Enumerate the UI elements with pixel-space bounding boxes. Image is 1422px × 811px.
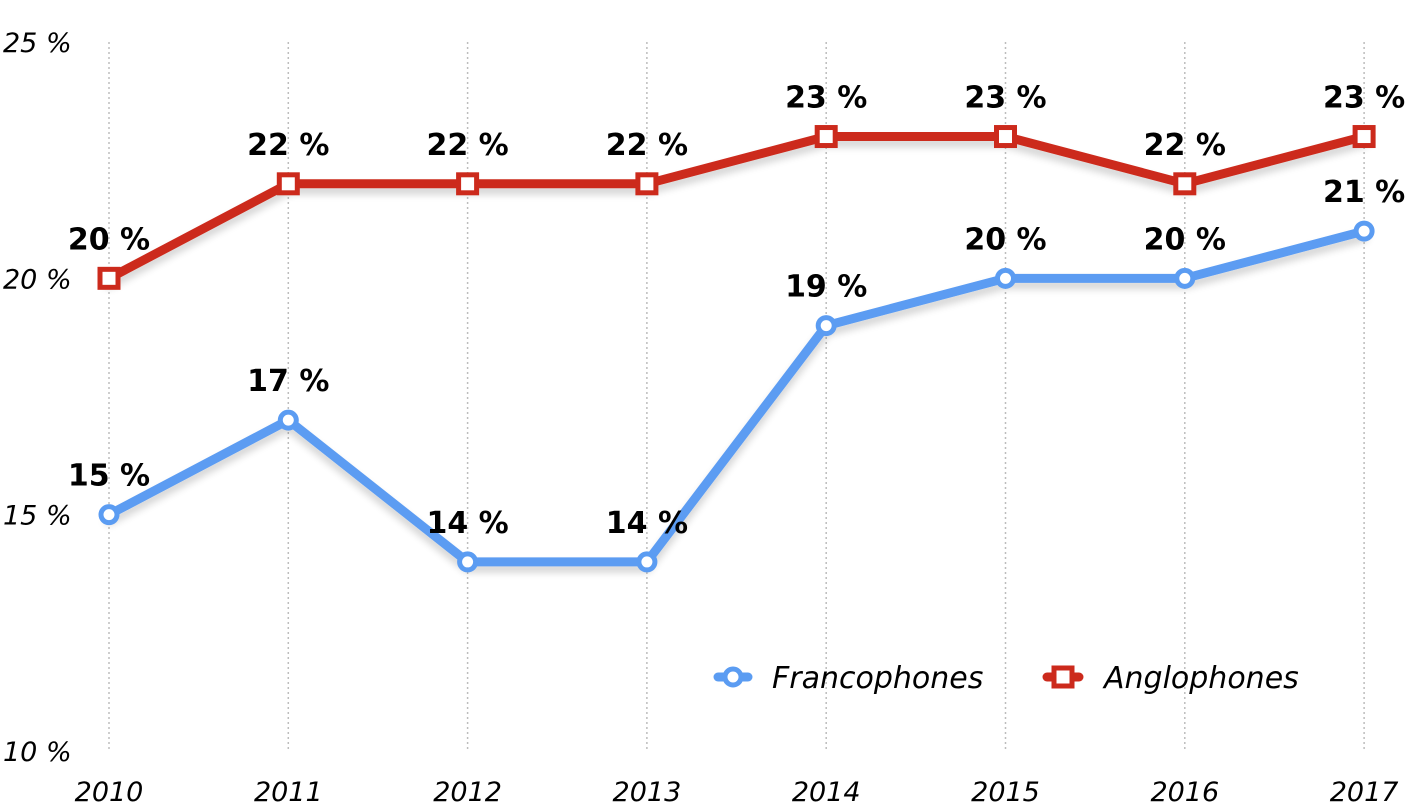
anglophones-point — [456, 172, 480, 196]
anglophones-data-label: 23 % — [785, 81, 867, 116]
anglophones-point — [1173, 172, 1197, 196]
x-tick-label: 2010 — [75, 777, 144, 808]
anglophones-point — [276, 172, 300, 196]
x-tick-label: 2012 — [433, 777, 502, 808]
francophones-point — [98, 504, 120, 526]
francophones-point — [815, 315, 837, 337]
anglophones-data-label: 20 % — [68, 222, 150, 257]
y-tick-label: 25 % — [3, 28, 72, 59]
anglophones-point — [814, 125, 838, 149]
francophones-line — [104, 226, 1369, 567]
francophones-data-label: 17 % — [247, 364, 329, 399]
x-axis: 2010 2011 2012 2013 2014 2015 2016 2017 — [75, 777, 1399, 808]
anglophones-data-label: 22 % — [1144, 128, 1226, 163]
anglophones-data-label: 23 % — [964, 81, 1046, 116]
x-tick-label: 2013 — [613, 777, 682, 808]
francophones-point — [636, 551, 658, 573]
y-axis: 10 % 15 % 20 % 25 % — [3, 28, 72, 768]
anglophones-point — [1352, 125, 1376, 149]
x-tick-label: 2015 — [971, 777, 1040, 808]
francophones-point — [1174, 267, 1196, 289]
x-tick-label: 2017 — [1330, 777, 1399, 808]
francophones-data-label: 14 % — [606, 506, 688, 541]
x-tick-label: 2014 — [792, 777, 861, 808]
x-tick-label: 2016 — [1150, 777, 1219, 808]
francophones-data-label: 20 % — [1144, 222, 1226, 257]
gridlines — [108, 42, 1365, 751]
francophones-data-label: 19 % — [785, 270, 867, 305]
y-tick-label: 15 % — [3, 501, 72, 532]
y-tick-label: 20 % — [3, 264, 72, 295]
francophones-point — [457, 551, 479, 573]
legend-item-francophones: Francophones — [713, 661, 983, 696]
francophones-data-label: 20 % — [964, 222, 1046, 257]
legend-item-anglophones: Anglophones — [1042, 661, 1299, 696]
legend-label-anglophones: Anglophones — [1102, 661, 1299, 696]
francophones-point — [1353, 220, 1375, 242]
anglophones-data-label: 22 % — [606, 128, 688, 163]
anglophones-data-label: 23 % — [1323, 81, 1405, 116]
francophones-data-label: 14 % — [426, 506, 508, 541]
legend-marker-francophones — [722, 666, 744, 688]
y-tick-label: 10 % — [3, 737, 72, 768]
x-tick-label: 2011 — [254, 777, 323, 808]
anglophones-data-label: 22 % — [426, 128, 508, 163]
anglophones-point — [994, 125, 1017, 149]
anglophones-point — [635, 172, 659, 196]
legend-marker-anglophones — [1051, 665, 1075, 689]
legend: Francophones Anglophones — [713, 661, 1299, 696]
anglophones-point — [97, 266, 121, 290]
legend-label-francophones: Francophones — [772, 661, 983, 696]
francophones-point — [995, 267, 1016, 289]
anglophones-line — [104, 132, 1369, 283]
francophones-data-label: 21 % — [1323, 175, 1405, 210]
data-labels: 15 % 17 % 14 % 14 % 19 % 20 % 20 % 21 % 20 % 22 %… — [68, 81, 1405, 541]
anglophones-data-label: 22 % — [247, 128, 329, 163]
francophones-data-label: 15 % — [68, 459, 150, 494]
series — [97, 125, 1376, 573]
francophones-point — [277, 409, 299, 431]
